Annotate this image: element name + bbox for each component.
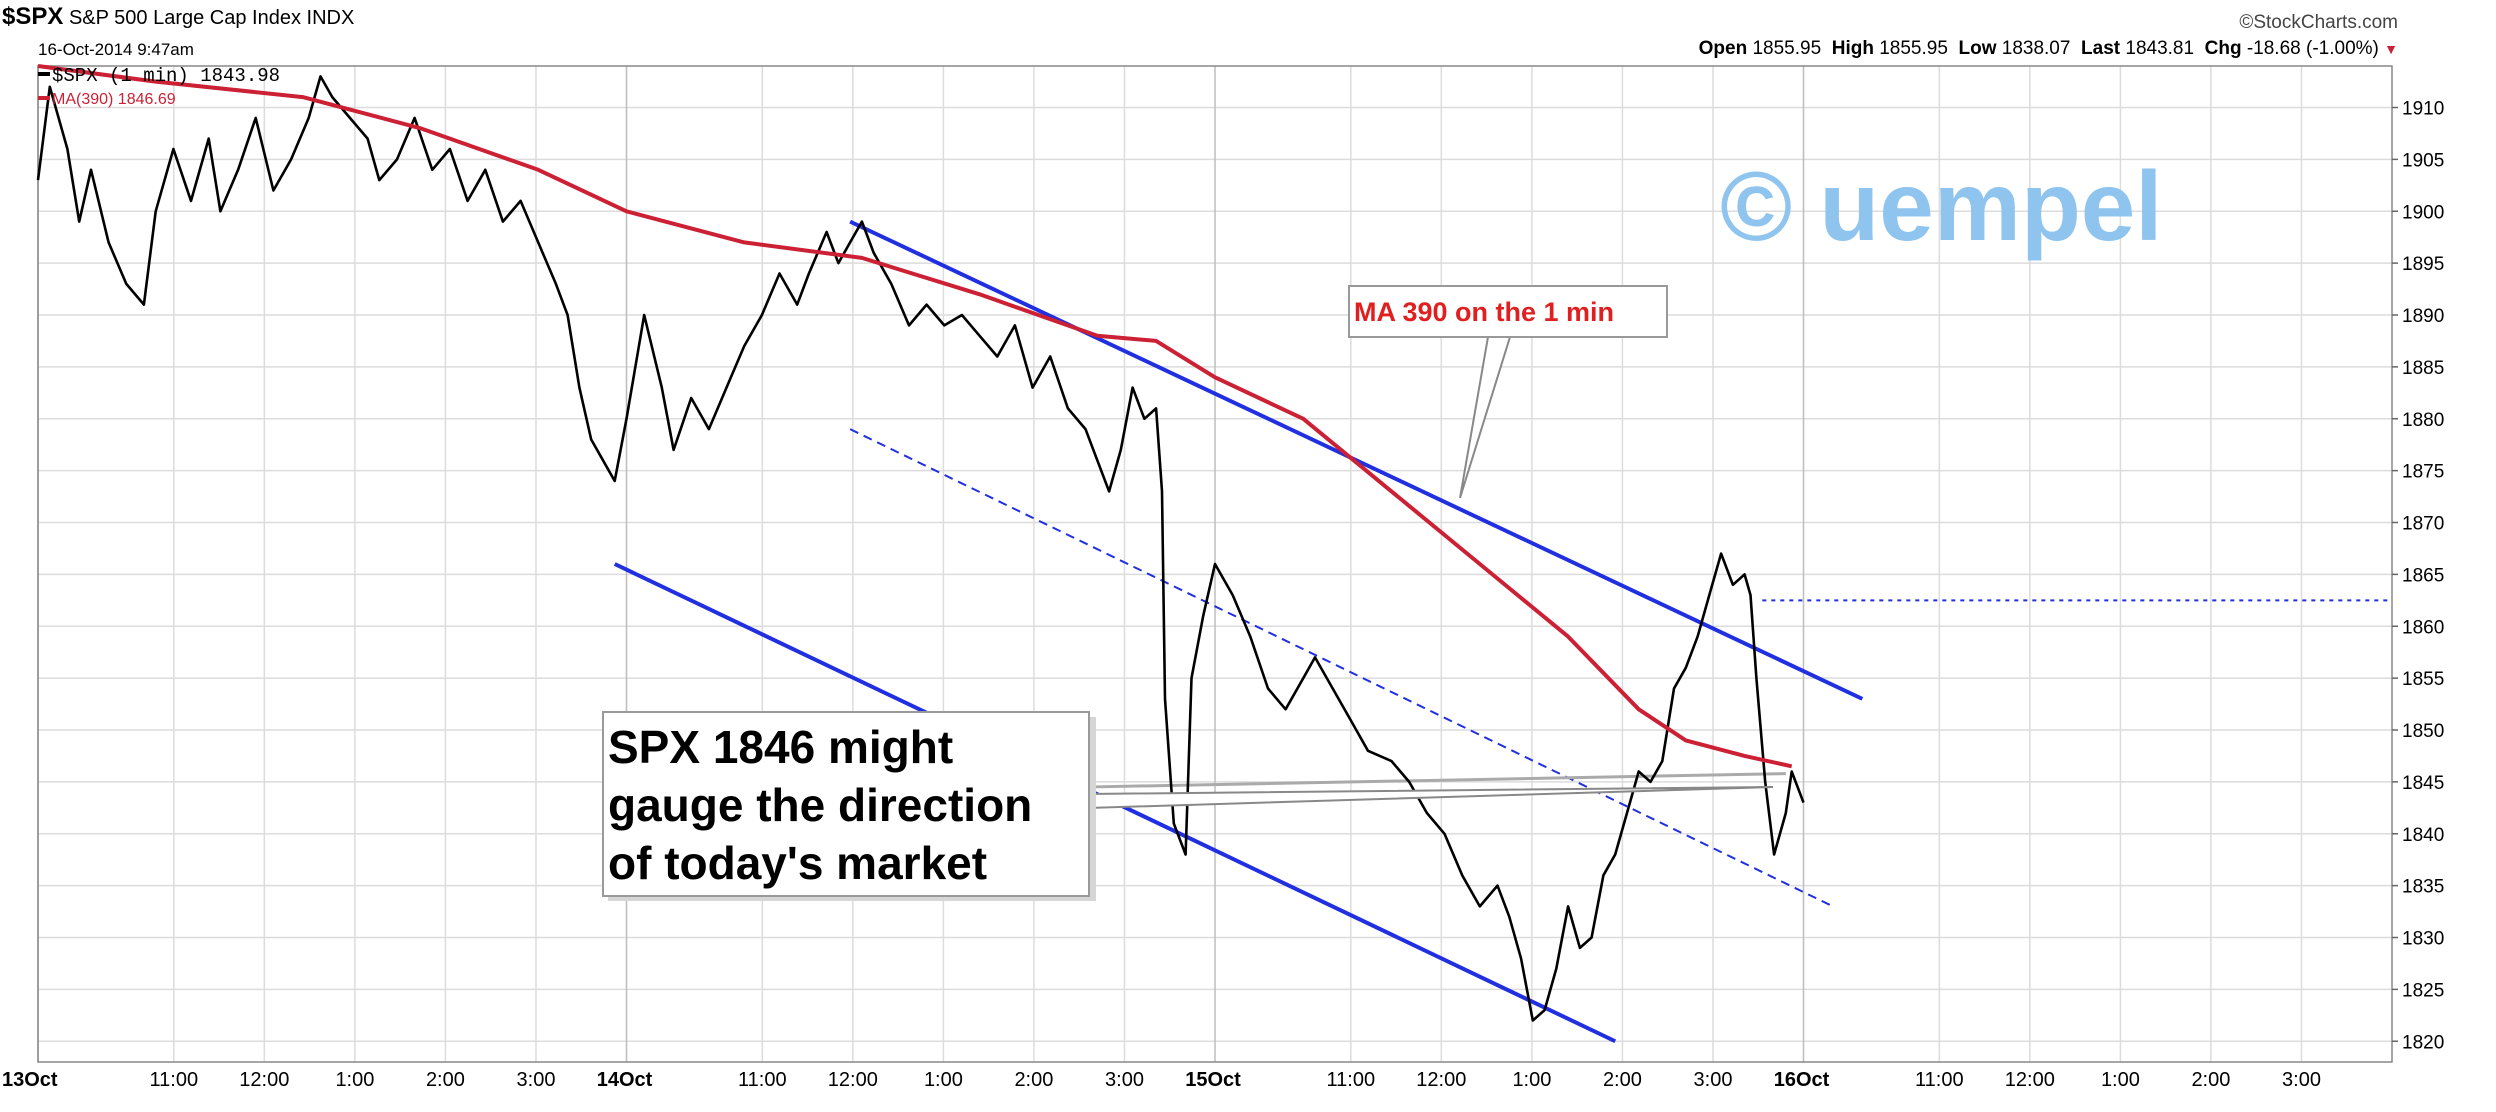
x-tick-label: 15Oct [1185, 1069, 1241, 1091]
y-tick-label: 1820 [2402, 1032, 2444, 1053]
high-label: High [1831, 38, 1874, 59]
spx-callout-box [602, 711, 1090, 897]
legend-price-label: $SPX (1 min) 1843.98 [52, 65, 280, 87]
x-tick-label: 11:00 [150, 1069, 199, 1091]
series-layer [36, 64, 1805, 1022]
y-tick-label: 1905 [2402, 150, 2444, 171]
symbol-label: $SPX [2, 3, 64, 30]
ma-callout-box [1348, 285, 1668, 338]
x-tick-label: 12:00 [1416, 1069, 1466, 1091]
y-axis: 1820 1825 1830 1835 1840 1845 1850 1855 1860 1865… [2392, 99, 2444, 1053]
x-tick-label: 2:00 [1603, 1069, 1642, 1091]
y-tick-label: 1825 [2402, 980, 2444, 1001]
high-value: 1855.95 [1879, 38, 1948, 59]
channel-mid-dashed [849, 428, 1834, 908]
x-tick-label: 3:00 [2282, 1069, 2321, 1091]
low-label: Low [1958, 38, 1997, 59]
down-arrow-icon: ▼ [2384, 41, 2398, 57]
x-tick-label: 2:00 [2191, 1069, 2230, 1091]
spx-callout-line-1: SPX 1846 might [608, 721, 953, 773]
y-tick-label: 1865 [2402, 565, 2444, 586]
y-tick-label: 1900 [2402, 202, 2444, 223]
x-tick-label: 12:00 [239, 1069, 289, 1091]
watermark: © uempel [1720, 151, 2163, 261]
chart-header: $SPX S&P 500 Large Cap Index INDX [2, 3, 354, 31]
x-tick-label: 3:00 [1694, 1069, 1733, 1091]
index-name: S&P 500 Large Cap Index [68, 7, 301, 29]
x-tick-label: 3:00 [517, 1069, 556, 1091]
x-tick-label: 1:00 [1512, 1069, 1551, 1091]
open-label: Open [1698, 38, 1748, 59]
x-tick-label: 1:00 [335, 1069, 374, 1091]
low-value: 1838.07 [2001, 38, 2071, 59]
spx-price-line [36, 75, 1805, 1022]
y-tick-label: 1840 [2402, 825, 2444, 846]
legend-price-swatch [38, 72, 50, 76]
y-tick-label: 1860 [2402, 617, 2444, 638]
level-grey [1085, 772, 1786, 789]
chart-legend: $SPX (1 min) 1843.98 MA(390) 1846.69 [38, 65, 280, 108]
legend-ma-label: MA(390) 1846.69 [52, 91, 176, 108]
y-tick-label: 1895 [2402, 254, 2444, 275]
stockcharts-credit: ©StockCharts.com [2239, 12, 2398, 33]
x-tick-label: 2:00 [426, 1069, 465, 1091]
y-tick-label: 1910 [2402, 99, 2444, 120]
chg-label: Chg [2204, 38, 2242, 59]
datetime-label: 16-Oct-2014 9:47am [38, 40, 194, 59]
ma-390-line [37, 64, 1793, 769]
y-tick-label: 1830 [2402, 929, 2444, 950]
y-tick-label: 1835 [2402, 877, 2444, 898]
ma-callout-text: MA 390 on the 1 min [1354, 297, 1614, 327]
grid [37, 66, 2392, 1062]
y-tick-label: 1880 [2402, 410, 2444, 431]
ma-callout: MA 390 on the 1 min [1348, 285, 1668, 499]
y-tick-label: 1850 [2402, 721, 2444, 742]
x-tick-label: 11:00 [1327, 1069, 1376, 1091]
legend-ma-swatch [38, 96, 50, 100]
chg-value: -18.68 (-1.00%) [2246, 38, 2379, 59]
spx-callout: SPX 1846 might gauge the direction of to… [602, 711, 1774, 901]
ohlc-summary: Open 1855.95 High 1855.95 Low 1838.07 La… [1699, 38, 2398, 60]
y-tick-label: 1885 [2402, 358, 2444, 379]
y-tick-label: 1890 [2402, 306, 2444, 327]
x-tick-label: 14Oct [597, 1069, 653, 1091]
x-tick-label: 11:00 [738, 1069, 787, 1091]
x-tick-label: 13Oct [2, 1069, 58, 1091]
exchange-label: INDX [306, 7, 355, 29]
x-tick-label: 12:00 [828, 1069, 878, 1091]
y-tick-label: 1855 [2402, 669, 2444, 690]
spx-callout-line-3: of today's market [608, 837, 987, 889]
spx-callout-line-2: gauge the direction [608, 779, 1032, 831]
last-label: Last [2081, 38, 2121, 59]
spx-callout-pointer [1087, 786, 1774, 810]
x-axis: 13Oct 11:00 12:00 1:00 2:00 3:00 14Oct 11:00 12:… [2, 1069, 2321, 1091]
y-tick-label: 1845 [2402, 773, 2444, 794]
last-value: 1843.81 [2125, 38, 2195, 59]
x-tick-label: 3:00 [1105, 1069, 1144, 1091]
x-tick-label: 1:00 [2101, 1069, 2140, 1091]
x-tick-label: 16Oct [1774, 1069, 1830, 1091]
ma-callout-pointer [1459, 336, 1512, 499]
open-value: 1855.95 [1752, 38, 1822, 59]
x-tick-label: 12:00 [2005, 1069, 2055, 1091]
x-tick-label: 2:00 [1014, 1069, 1053, 1091]
plot-frame [37, 65, 2393, 1063]
x-tick-label: 11:00 [1915, 1069, 1964, 1091]
y-tick-label: 1870 [2402, 514, 2444, 535]
x-tick-label: 1:00 [924, 1069, 963, 1091]
y-tick-label: 1875 [2402, 462, 2444, 483]
